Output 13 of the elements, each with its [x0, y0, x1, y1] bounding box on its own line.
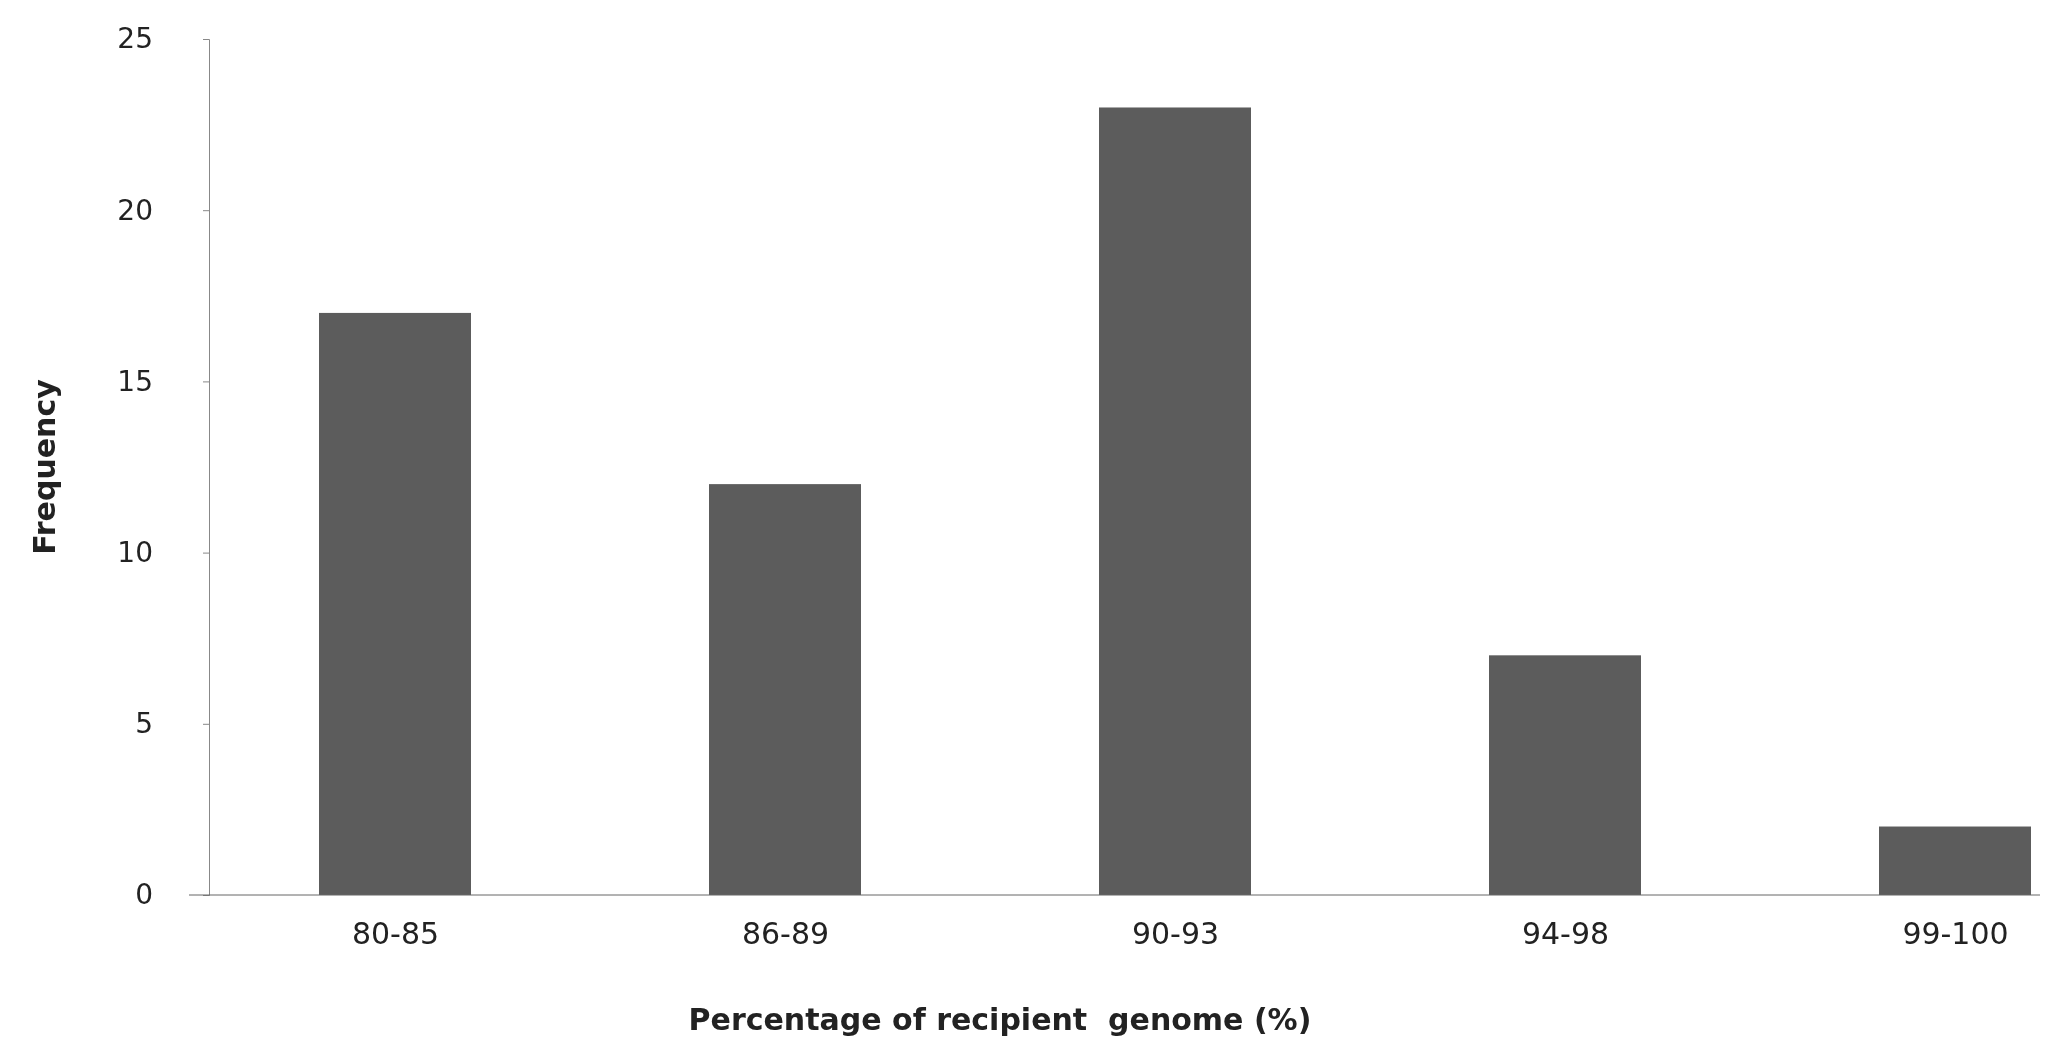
x-tick-label: 90-93: [1131, 916, 1220, 952]
x-tick-label: 86-89: [741, 916, 830, 952]
y-tick-label: 10: [117, 536, 153, 570]
x-tick-label: 94-98: [1521, 916, 1610, 952]
y-tick-label: 15: [117, 364, 153, 398]
y-tick-label: 5: [135, 707, 153, 741]
x-tick-label: 99-100: [1902, 916, 2009, 952]
x-tick-label: 80-85: [351, 916, 440, 952]
y-tick-label: 25: [117, 22, 153, 56]
y-axis-title: Frequency: [27, 378, 62, 555]
y-tick-label: 0: [135, 878, 153, 912]
x-axis-title: Percentage of recipient genome (%): [688, 1002, 1312, 1037]
y-tick-label: 20: [117, 193, 153, 227]
